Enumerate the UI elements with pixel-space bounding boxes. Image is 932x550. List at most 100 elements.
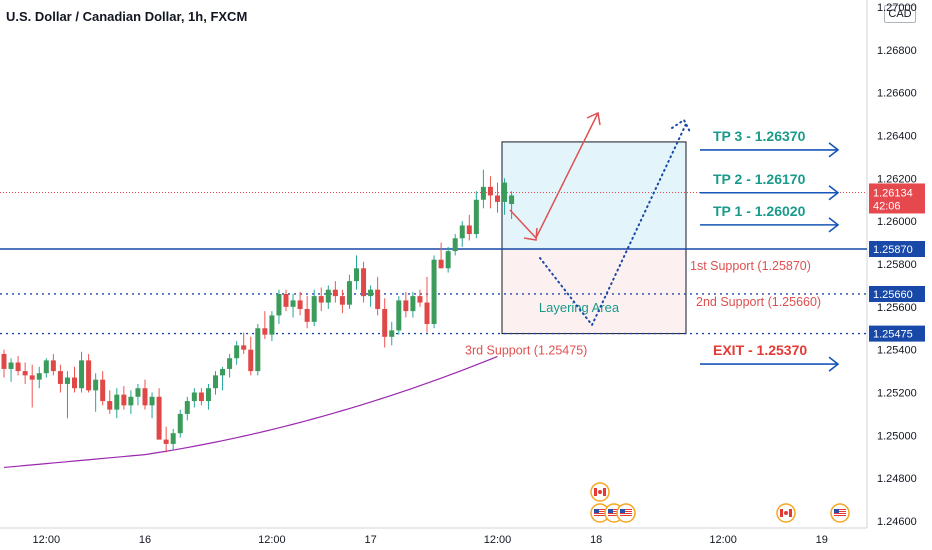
- candle-body: [311, 296, 317, 322]
- tp2-label: TP 2 - 1.26170: [713, 171, 806, 187]
- candle-body: [135, 388, 141, 397]
- candle: [332, 281, 338, 303]
- candle-body: [86, 360, 92, 391]
- candle-body: [382, 308, 388, 337]
- us-event-icon: [616, 503, 636, 523]
- candle-body: [368, 289, 374, 297]
- candle: [184, 396, 190, 421]
- flag-stripe: [608, 513, 620, 514]
- candle-body: [297, 300, 303, 309]
- candle: [177, 409, 183, 438]
- flag-leaf: [784, 511, 788, 515]
- bounce-mid-head: [523, 227, 538, 241]
- tp3-label: TP 3 - 1.26370: [713, 128, 806, 144]
- candle: [276, 289, 282, 324]
- candle: [191, 388, 197, 408]
- candle-body: [269, 315, 275, 335]
- candle-body: [283, 293, 289, 307]
- support-2-price-tag-bg: [869, 285, 925, 302]
- flag-stripe: [834, 513, 846, 514]
- candle: [346, 274, 352, 309]
- flag-leaf: [598, 490, 602, 494]
- candle: [509, 191, 515, 220]
- candle-body: [354, 268, 359, 282]
- y-tick-label: 1.25800: [877, 259, 917, 271]
- candle: [64, 371, 70, 419]
- candle-body: [410, 296, 416, 312]
- support-1-price-tag: 1.25870: [873, 244, 913, 256]
- flag-canton: [594, 509, 599, 513]
- candle: [107, 390, 113, 414]
- bounce-scenario-arrow: [509, 111, 601, 241]
- y-tick-label: 1.27000: [877, 2, 917, 14]
- candle: [473, 191, 479, 239]
- candle-body: [36, 373, 42, 380]
- candle-body: [509, 195, 515, 205]
- candle-body: [1, 353, 7, 369]
- candle-body: [220, 368, 226, 376]
- candle-body: [262, 328, 268, 335]
- candle-body: [248, 349, 254, 372]
- candle: [93, 373, 99, 412]
- candle: [22, 362, 28, 384]
- flag-stripe: [594, 515, 606, 516]
- candle: [43, 358, 49, 378]
- candle: [382, 298, 388, 348]
- candle: [205, 383, 211, 410]
- tp1-label: TP 1 - 1.26020: [713, 203, 806, 219]
- candle: [213, 371, 218, 395]
- candle-body: [495, 195, 500, 202]
- candle-body: [445, 251, 451, 269]
- candle: [459, 221, 465, 247]
- candle: [255, 323, 261, 376]
- x-tick-label: 17: [364, 534, 376, 546]
- flag-stripe: [620, 513, 632, 514]
- flag-band: [603, 488, 606, 496]
- candle-body: [438, 259, 444, 269]
- chart-title: U.S. Dollar / Canadian Dollar, 1h, FXCM: [6, 9, 248, 24]
- flag-stripe: [620, 511, 632, 512]
- y-tick-label: 1.25200: [877, 388, 917, 400]
- candle-body: [43, 360, 49, 374]
- flag-stripe: [834, 515, 846, 516]
- candle: [297, 291, 303, 316]
- canada-event-icon: [590, 482, 610, 502]
- candle-body: [234, 345, 240, 359]
- candle: [311, 289, 317, 327]
- x-tick-label: 18: [590, 534, 602, 546]
- candle: [227, 353, 233, 378]
- candle: [487, 176, 493, 209]
- candle-body: [459, 225, 465, 239]
- layering-scenario-path: [539, 118, 691, 327]
- candle-body: [22, 371, 28, 376]
- y-tick-label: 1.26000: [877, 216, 917, 228]
- candle-body: [361, 268, 367, 297]
- candle: [29, 364, 35, 408]
- candle-body: [227, 358, 233, 369]
- candle: [403, 291, 409, 318]
- candle: [50, 353, 56, 376]
- candle-body: [318, 296, 324, 303]
- candle-body: [142, 388, 148, 406]
- candle: [57, 364, 63, 393]
- exit-arrow-head: [828, 356, 840, 372]
- candle: [389, 321, 395, 346]
- candle: [248, 336, 254, 376]
- candle-body: [205, 388, 211, 402]
- candle-body: [163, 439, 169, 444]
- exit-label: EXIT - 1.25370: [713, 342, 807, 358]
- currency-button[interactable]: CAD: [884, 5, 916, 23]
- exit-arrow: [700, 356, 840, 372]
- moving-average-line: [3, 355, 498, 469]
- x-tick-label: 16: [139, 534, 151, 546]
- flag-canton: [608, 509, 613, 513]
- candle-body: [72, 377, 77, 389]
- candle-body: [487, 186, 493, 196]
- candle: [396, 296, 402, 335]
- candle-body: [15, 362, 21, 372]
- candle: [72, 366, 77, 393]
- candle: [417, 289, 423, 307]
- candle-body: [417, 296, 423, 303]
- candle-body: [57, 371, 63, 384]
